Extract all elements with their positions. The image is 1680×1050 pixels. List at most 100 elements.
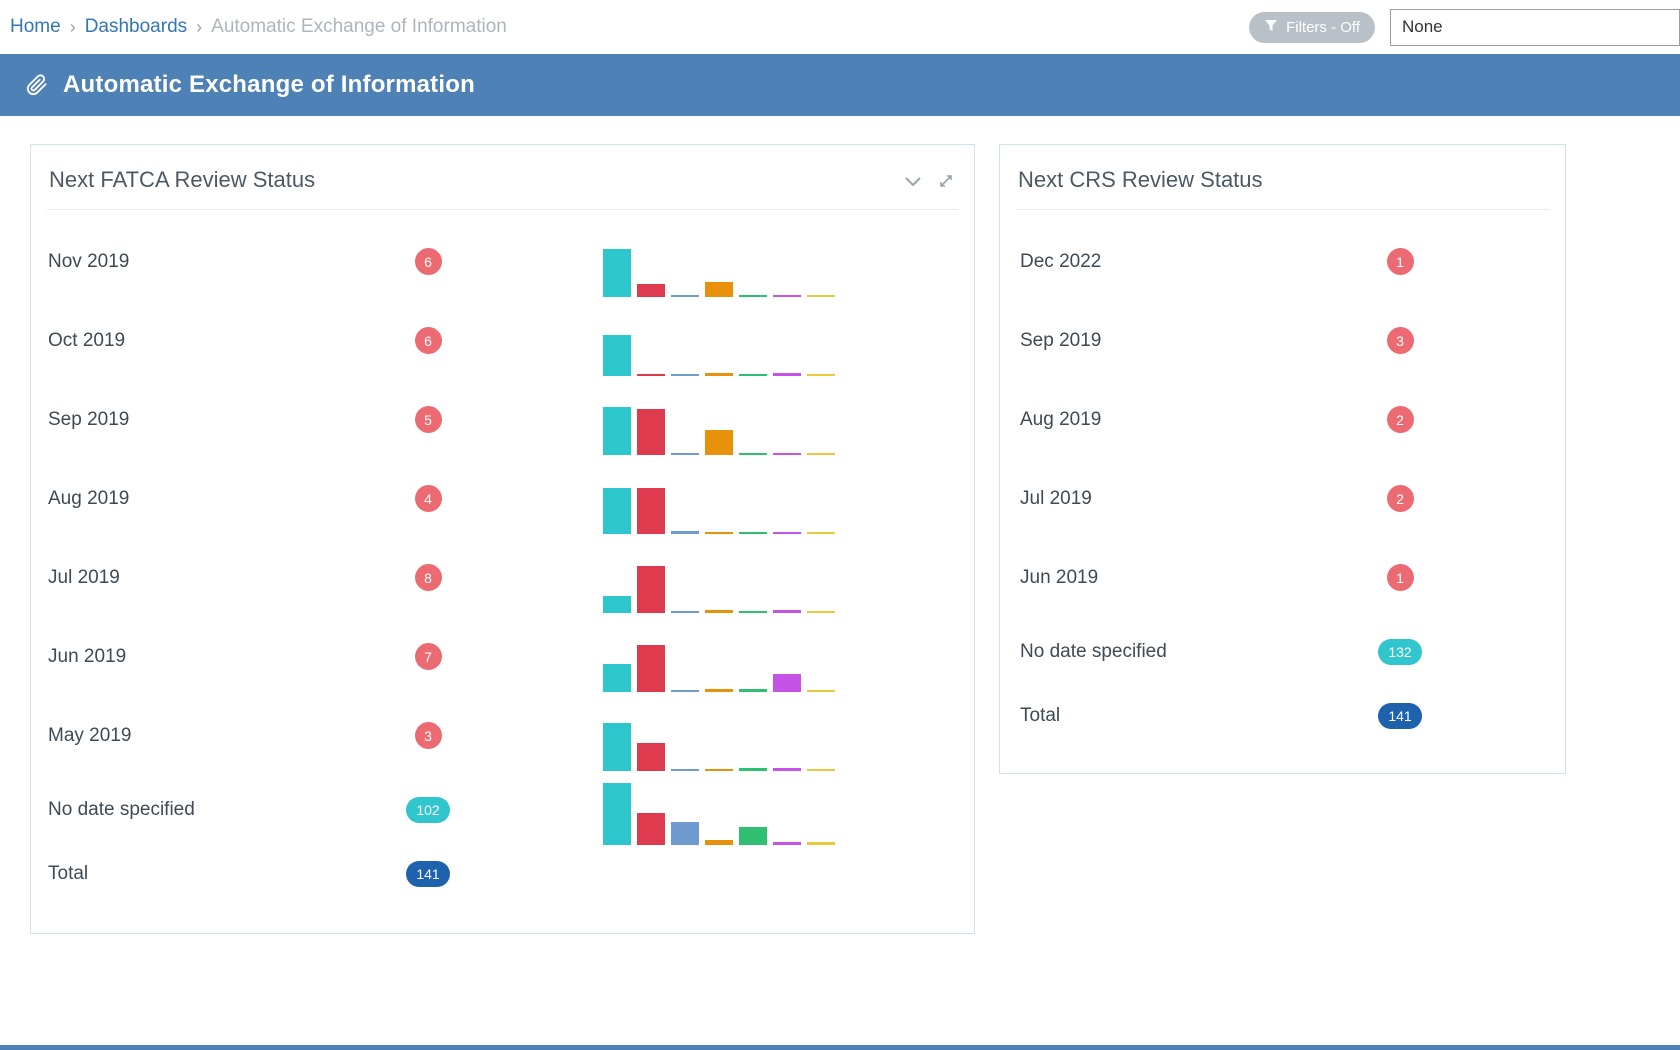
count-badge[interactable]: 2 <box>1386 406 1414 433</box>
mini-bar <box>705 372 733 376</box>
mini-bar <box>603 487 631 534</box>
mini-bar <box>739 688 767 692</box>
row-label: Nov 2019 <box>48 250 130 272</box>
topbar-controls: Filters - Off None <box>1249 8 1680 46</box>
badge-wrap: 132 <box>1365 639 1435 665</box>
mini-bar <box>807 610 835 613</box>
count-badge[interactable]: 3 <box>1386 327 1414 354</box>
count-badge[interactable]: 7 <box>414 643 442 670</box>
mini-bar <box>773 842 801 845</box>
mini-bar <box>773 767 801 771</box>
top-bar: Home › Dashboards › Automatic Exchange o… <box>0 0 1680 54</box>
count-badge[interactable]: 132 <box>1378 639 1422 665</box>
status-row: Aug 2019 2 <box>1000 380 1565 459</box>
status-row: Dec 2022 1 <box>1000 222 1565 301</box>
crs-card: Next CRS Review Status Dec 2022 1 Sep 20… <box>999 144 1566 774</box>
mini-bar <box>773 531 801 534</box>
badge-wrap: 3 <box>1365 327 1435 354</box>
mini-bar <box>773 609 801 613</box>
mini-bar-chart <box>603 464 835 534</box>
status-row: No date specified 102 <box>31 775 974 845</box>
mini-bar <box>739 531 767 534</box>
row-label: May 2019 <box>48 724 132 746</box>
mini-bar <box>739 373 767 376</box>
count-badge[interactable]: 141 <box>406 861 450 887</box>
badge-wrap: 3 <box>393 722 463 749</box>
chevron-down-icon[interactable] <box>904 175 922 187</box>
bottom-border <box>0 1045 1680 1050</box>
mini-bar <box>603 334 631 376</box>
count-badge[interactable]: 102 <box>406 797 450 823</box>
mini-bar <box>637 373 665 376</box>
count-badge[interactable]: 1 <box>1386 248 1414 275</box>
mini-bar <box>773 452 801 455</box>
mini-bar <box>807 373 835 376</box>
mini-bar <box>807 768 835 771</box>
mini-bar <box>637 565 665 613</box>
count-badge[interactable]: 1 <box>1386 564 1414 591</box>
status-row: No date specified 132 <box>1000 617 1565 687</box>
filters-toggle-button[interactable]: Filters - Off <box>1249 11 1375 43</box>
status-row: Total 141 <box>1000 687 1565 745</box>
count-badge[interactable]: 6 <box>414 248 442 275</box>
mini-bar-chart <box>603 306 835 376</box>
mini-bar <box>671 689 699 692</box>
row-label: Sep 2019 <box>48 408 130 430</box>
page-header: Automatic Exchange of Information <box>0 54 1680 116</box>
count-badge[interactable]: 4 <box>414 485 442 512</box>
mini-bar <box>637 813 665 845</box>
mini-bar <box>773 372 801 376</box>
badge-wrap: 1 <box>1365 564 1435 591</box>
breadcrumb-current: Automatic Exchange of Information <box>211 16 507 37</box>
fatca-card-header: Next FATCA Review Status <box>47 145 958 210</box>
mini-bar <box>739 767 767 771</box>
count-badge[interactable]: 141 <box>1378 703 1422 729</box>
count-badge[interactable]: 8 <box>414 564 442 591</box>
mini-bar <box>637 408 665 455</box>
fatca-card-title: Next FATCA Review Status <box>49 167 316 192</box>
status-row: May 2019 3 <box>31 696 974 775</box>
mini-bar <box>739 452 767 455</box>
mini-bar <box>739 827 767 845</box>
filter-value-select[interactable]: None <box>1390 8 1680 46</box>
filters-label: Filters - Off <box>1286 18 1360 36</box>
mini-bar-chart <box>603 227 835 297</box>
expand-icon[interactable] <box>938 173 954 189</box>
status-row: Nov 2019 6 <box>31 222 974 301</box>
mini-bar <box>603 783 631 845</box>
badge-wrap: 8 <box>393 564 463 591</box>
fatca-row-list: Nov 2019 6 Oct 2019 6 Sep 2019 5 Aug 201… <box>31 210 974 903</box>
badge-wrap: 5 <box>393 406 463 433</box>
mini-bar <box>705 429 733 455</box>
badge-wrap: 6 <box>393 248 463 275</box>
breadcrumb-home[interactable]: Home <box>10 16 61 37</box>
badge-wrap: 102 <box>393 797 463 823</box>
mini-bar <box>603 663 631 692</box>
row-label: Jul 2019 <box>1020 487 1092 509</box>
breadcrumb-dashboards[interactable]: Dashboards <box>84 16 188 37</box>
mini-bar <box>671 294 699 297</box>
mini-bar <box>739 610 767 613</box>
row-label: No date specified <box>1020 641 1167 662</box>
count-badge[interactable]: 2 <box>1386 485 1414 512</box>
badge-wrap: 4 <box>393 485 463 512</box>
mini-bar <box>671 768 699 771</box>
breadcrumb-separator: › <box>196 16 203 37</box>
fatca-card: Next FATCA Review Status Nov 2019 6 Oct … <box>30 144 975 934</box>
mini-bar <box>773 294 801 297</box>
row-label: Total <box>48 863 89 884</box>
paperclip-icon <box>26 74 48 96</box>
mini-bar <box>705 609 733 613</box>
mini-bar-chart <box>603 385 835 455</box>
count-badge[interactable]: 3 <box>414 722 442 749</box>
status-row: Jun 2019 1 <box>1000 538 1565 617</box>
status-row: Jul 2019 2 <box>1000 459 1565 538</box>
mini-bar <box>603 722 631 771</box>
count-badge[interactable]: 5 <box>414 406 442 433</box>
mini-bar-chart <box>603 622 835 692</box>
mini-bar <box>671 530 699 534</box>
count-badge[interactable]: 6 <box>414 327 442 354</box>
status-row: Jul 2019 8 <box>31 538 974 617</box>
mini-bar-chart <box>603 701 835 771</box>
funnel-icon <box>1264 19 1278 36</box>
